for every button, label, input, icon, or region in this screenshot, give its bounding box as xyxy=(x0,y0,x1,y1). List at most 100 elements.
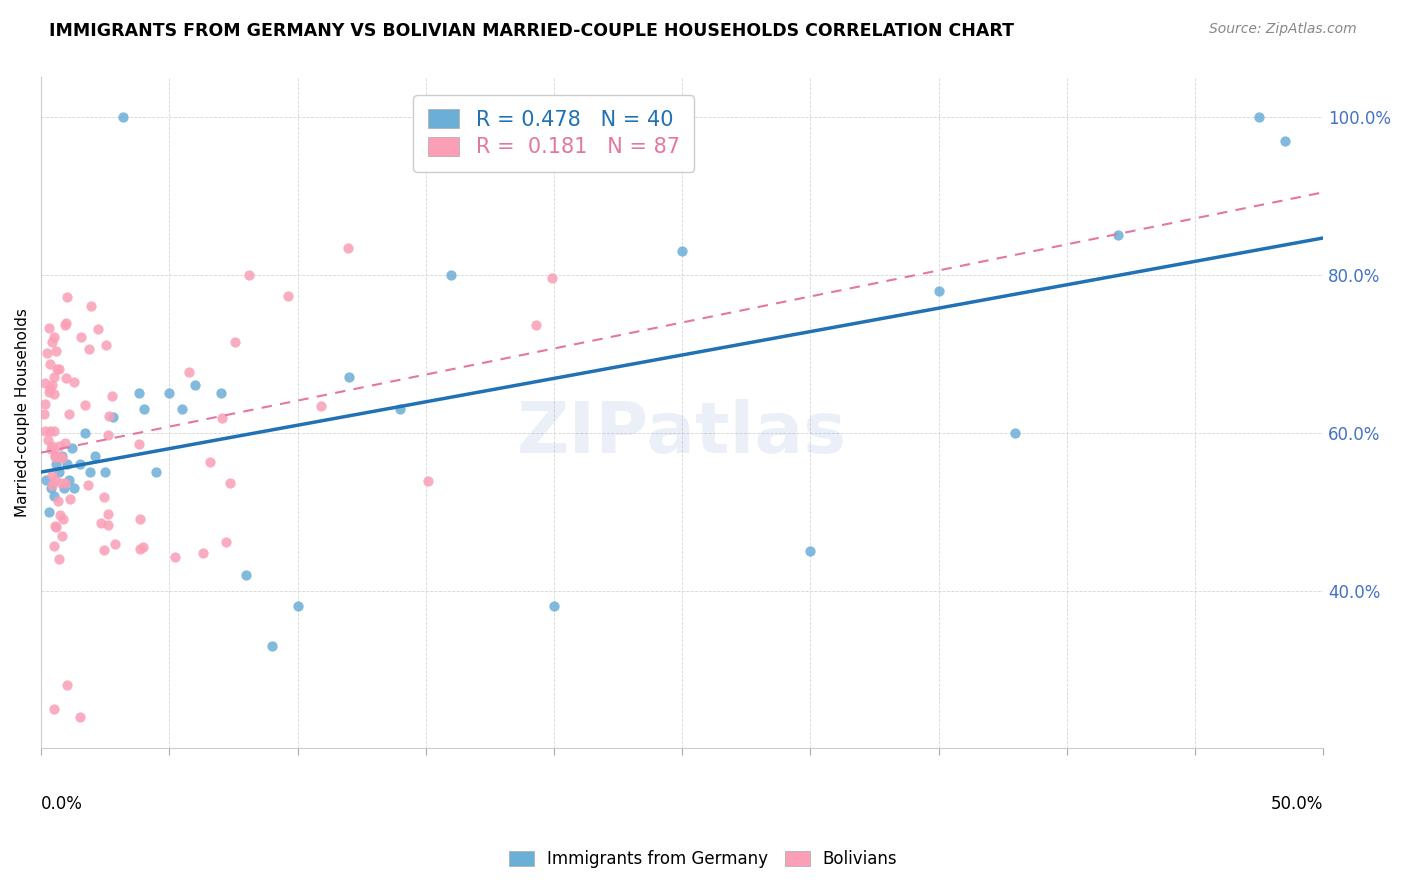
Point xyxy=(80,299,103,313)
Point xyxy=(48,551,70,566)
Point xyxy=(55,457,77,471)
Y-axis label: Married-couple Households: Married-couple Households xyxy=(15,309,30,517)
Point xyxy=(440,268,463,282)
Point xyxy=(93,490,115,504)
Point xyxy=(51,450,73,465)
Point xyxy=(44,448,66,462)
Point xyxy=(48,361,70,376)
Point xyxy=(163,549,186,564)
Point xyxy=(35,346,58,360)
Point xyxy=(1004,425,1026,440)
Point xyxy=(45,344,67,359)
Point xyxy=(1274,134,1296,148)
Point xyxy=(41,481,63,495)
Point xyxy=(97,517,120,532)
Point xyxy=(41,478,63,492)
Text: 0.0%: 0.0% xyxy=(41,796,83,814)
Point xyxy=(70,329,93,343)
Text: 50.0%: 50.0% xyxy=(1271,796,1323,814)
Point xyxy=(41,439,63,453)
Point xyxy=(45,362,67,376)
Point xyxy=(1107,228,1129,243)
Point xyxy=(1247,110,1270,124)
Legend: R = 0.478   N = 40, R =  0.181   N = 87: R = 0.478 N = 40, R = 0.181 N = 87 xyxy=(413,95,695,172)
Point xyxy=(73,425,96,440)
Point xyxy=(416,474,439,488)
Point xyxy=(94,338,117,352)
Point xyxy=(37,433,59,447)
Point xyxy=(55,678,77,692)
Point xyxy=(287,599,309,614)
Point xyxy=(59,491,82,506)
Point xyxy=(671,244,693,259)
Point xyxy=(69,710,91,724)
Point xyxy=(53,436,76,450)
Point xyxy=(45,449,67,463)
Point xyxy=(53,318,76,333)
Point xyxy=(42,489,65,503)
Point xyxy=(337,370,360,384)
Point xyxy=(97,507,120,521)
Point xyxy=(309,399,332,413)
Point xyxy=(32,407,55,421)
Point xyxy=(193,546,215,560)
Point xyxy=(55,316,77,330)
Point xyxy=(41,467,63,482)
Point xyxy=(128,512,150,526)
Point xyxy=(172,402,194,417)
Point xyxy=(184,378,207,392)
Point xyxy=(51,450,73,464)
Point xyxy=(41,334,63,349)
Point xyxy=(100,389,122,403)
Point xyxy=(77,478,100,492)
Point xyxy=(389,402,412,417)
Point xyxy=(53,481,76,495)
Point xyxy=(44,387,66,401)
Point xyxy=(46,494,69,508)
Point xyxy=(53,476,76,491)
Point xyxy=(38,320,60,334)
Point xyxy=(48,439,70,453)
Point xyxy=(52,511,75,525)
Point xyxy=(55,370,77,384)
Point xyxy=(157,386,180,401)
Point xyxy=(45,457,67,471)
Point xyxy=(235,567,257,582)
Point xyxy=(49,508,72,522)
Point xyxy=(94,465,117,479)
Point xyxy=(34,424,56,438)
Point xyxy=(209,386,232,401)
Point xyxy=(260,639,283,653)
Point xyxy=(44,473,66,487)
Point xyxy=(90,516,112,531)
Point xyxy=(200,455,222,469)
Point xyxy=(39,442,62,457)
Point xyxy=(42,424,65,438)
Point xyxy=(45,520,67,534)
Point xyxy=(177,365,200,379)
Point xyxy=(51,529,73,543)
Point xyxy=(44,518,66,533)
Point xyxy=(63,481,86,495)
Point xyxy=(38,505,60,519)
Point xyxy=(38,424,60,438)
Text: IMMIGRANTS FROM GERMANY VS BOLIVIAN MARRIED-COUPLE HOUSEHOLDS CORRELATION CHART: IMMIGRANTS FROM GERMANY VS BOLIVIAN MARR… xyxy=(49,22,1014,40)
Text: Source: ZipAtlas.com: Source: ZipAtlas.com xyxy=(1209,22,1357,37)
Text: ZIPatlas: ZIPatlas xyxy=(517,399,848,467)
Point xyxy=(543,599,565,614)
Point xyxy=(39,382,62,396)
Point xyxy=(524,318,547,333)
Point xyxy=(132,540,155,554)
Point xyxy=(215,535,238,549)
Point xyxy=(73,398,96,412)
Point xyxy=(58,473,80,487)
Point xyxy=(238,268,260,282)
Point xyxy=(63,375,86,389)
Point xyxy=(224,335,246,350)
Point xyxy=(97,409,120,423)
Point xyxy=(42,539,65,553)
Point xyxy=(97,427,120,442)
Point xyxy=(277,289,299,303)
Point xyxy=(799,544,821,558)
Point xyxy=(101,409,124,424)
